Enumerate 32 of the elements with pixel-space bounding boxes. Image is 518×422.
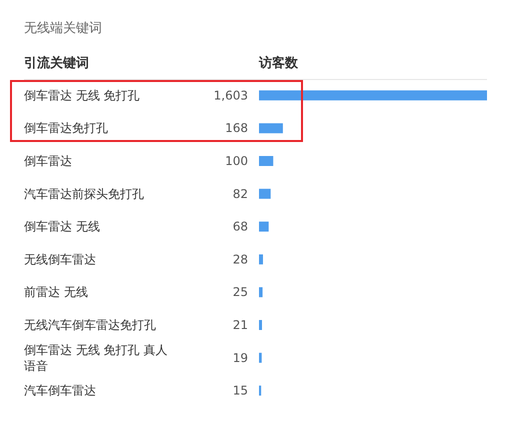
y-axis-title: 引流关键词 — [24, 55, 89, 71]
data-label: 19 — [232, 350, 248, 365]
y-tick-label: 倒车雷达 无线 免打孔 — [24, 88, 140, 102]
bar — [259, 90, 487, 100]
data-label: 1,603 — [214, 88, 248, 102]
y-tick-label: 倒车雷达 — [24, 154, 72, 168]
text: 无线端关键词 — [24, 21, 102, 36]
bar — [259, 254, 263, 264]
data-label: 21 — [232, 318, 248, 332]
y-tick-label: 汽车倒车雷达 — [24, 384, 96, 398]
data-label: 82 — [232, 186, 248, 201]
bar — [259, 352, 262, 363]
data-label: 25 — [232, 285, 248, 300]
data-label: 168 — [225, 121, 248, 136]
y-tick-label: 无线倒车雷达 — [24, 252, 96, 266]
y-tick-label: 无线汽车倒车雷达免打孔 — [24, 318, 156, 332]
y-tick-label: 倒车雷达 无线 免打孔 真人语音 — [24, 342, 168, 373]
bar — [259, 156, 274, 166]
data-label: 28 — [232, 252, 248, 266]
y-tick-label: 前雷达 无线 — [24, 285, 88, 300]
bar — [259, 123, 283, 134]
y-tick-label: 倒车雷达 无线 — [24, 220, 100, 234]
data-label: 100 — [225, 154, 248, 168]
y-tick-label: 倒车雷达免打孔 — [24, 121, 108, 136]
bar — [259, 287, 263, 298]
bar — [259, 320, 262, 330]
data-label: 68 — [232, 220, 248, 234]
bar — [259, 222, 269, 232]
y-tick-label: 汽车雷达前探头免打孔 — [24, 186, 144, 201]
x-axis-title: 访客数 — [258, 55, 299, 71]
bar — [259, 188, 271, 199]
data-label: 15 — [232, 384, 248, 398]
